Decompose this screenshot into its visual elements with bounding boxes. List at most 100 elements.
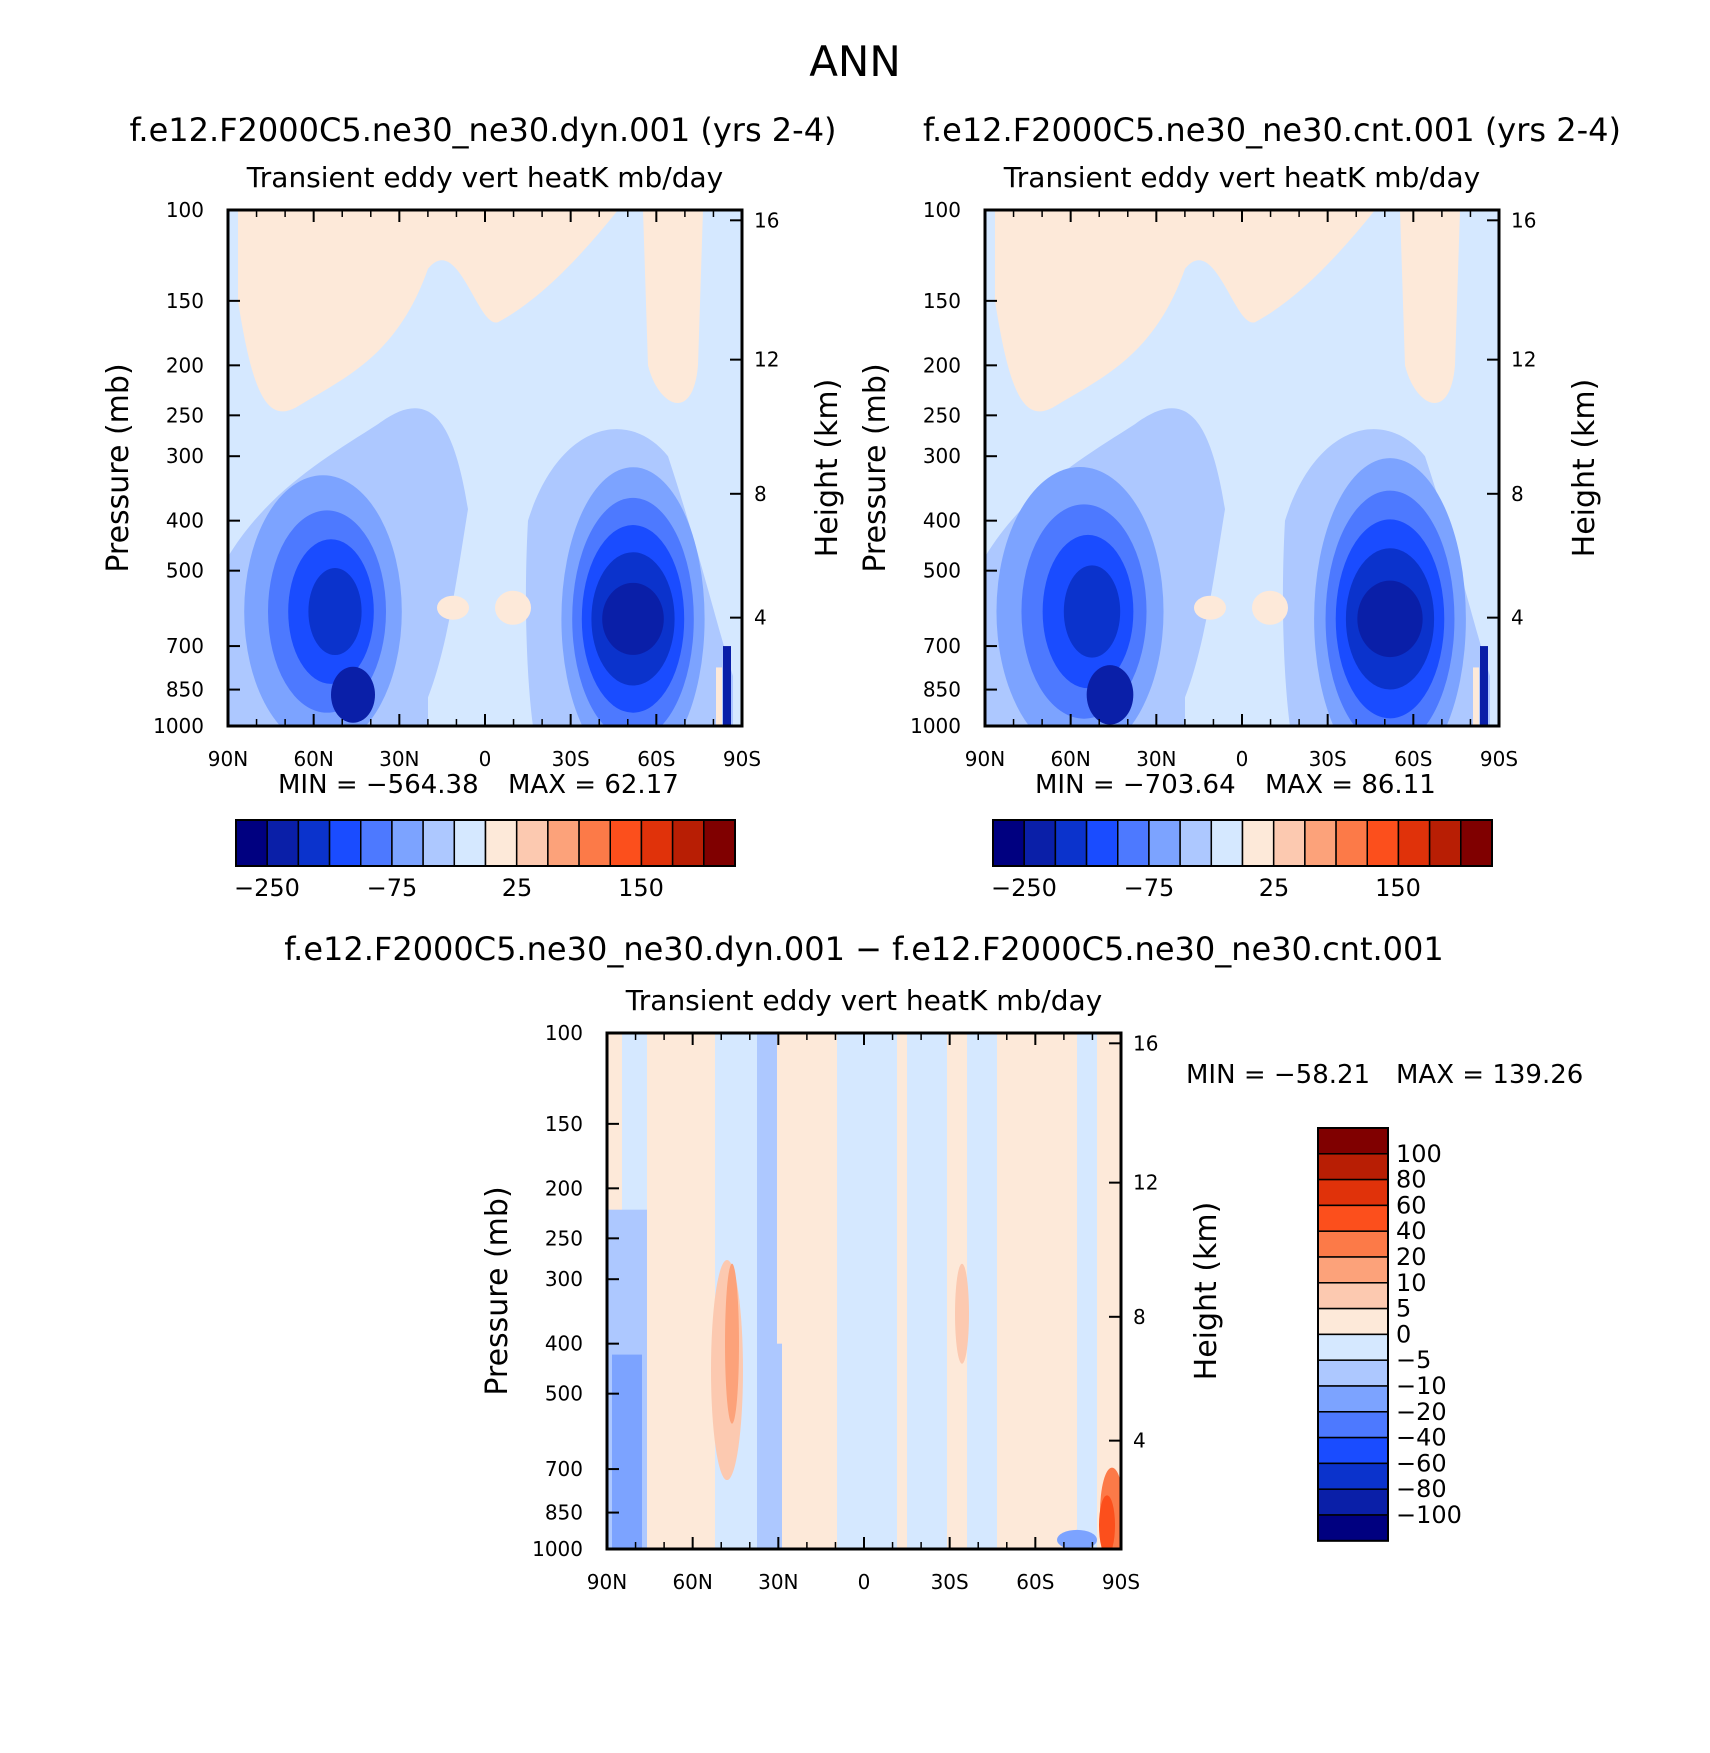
negative-core [602, 582, 664, 655]
y-tick-label: 200 [166, 353, 204, 377]
y-tick-label: 1000 [910, 714, 961, 738]
colorbar-box [484, 819, 518, 867]
height-tick-label: 16 [1133, 1031, 1158, 1055]
colorbar-box [360, 819, 393, 867]
colorbar-box [1428, 819, 1462, 867]
y-tick-label: 100 [545, 1021, 583, 1045]
colorbar-box [1317, 1333, 1389, 1361]
height-tick-label: 16 [1511, 208, 1536, 232]
y-tick-label: 250 [166, 403, 204, 427]
colorbar-box [235, 819, 268, 867]
y-axis-label: Pressure (mb) [480, 1186, 515, 1395]
diff-positive [1099, 1495, 1115, 1549]
colorbar-label: −40 [1396, 1424, 1447, 1452]
colorbar-box [1179, 819, 1213, 867]
min-label: MIN = −564.38 [278, 770, 479, 800]
colorbar-box [1304, 819, 1337, 867]
x-tick-label: 90N [208, 747, 248, 771]
polar-positive [716, 667, 722, 726]
colorbar-box [1317, 1178, 1389, 1207]
colorbar-box [1317, 1385, 1389, 1413]
colorbar-label: 60 [1396, 1191, 1427, 1219]
x-tick-label: 90N [587, 1570, 627, 1594]
colorbar-label: 150 [618, 874, 664, 902]
diff-positive [955, 1263, 969, 1364]
diff-band [612, 1354, 642, 1549]
colorbar-label: −5 [1396, 1346, 1431, 1374]
colorbar-label: −60 [1396, 1449, 1447, 1477]
plot-subtitle: Transient eddy vert heatK mb/day [1003, 161, 1480, 194]
negative-core [1063, 565, 1121, 658]
y-tick-label: 400 [166, 509, 204, 533]
case-title-dyn: f.e12.F2000C5.ne30_ne30.dyn.001 (yrs 2-4… [129, 111, 836, 149]
positive-region [995, 210, 1375, 412]
positive-blob [495, 590, 531, 625]
x-tick-label: 30N [1136, 747, 1176, 771]
positive-blob [1194, 595, 1226, 620]
plot-subtitle: Transient eddy vert heatK mb/day [246, 161, 723, 194]
diff-negative [1057, 1529, 1097, 1549]
y-tick-label: 100 [923, 198, 961, 222]
colorbar-label: 25 [1259, 874, 1290, 902]
colorbar-box [1054, 819, 1088, 867]
colorbar-box [671, 819, 705, 867]
colorbar-box [992, 819, 1025, 867]
y-tick-label: 1000 [532, 1537, 583, 1561]
x-tick-label: 60N [293, 747, 333, 771]
colorbar-box [547, 819, 580, 867]
colorbar-box [1272, 819, 1306, 867]
diff-band [967, 1033, 997, 1549]
diff-band [837, 1033, 897, 1549]
plot-subtitle: Transient eddy vert heatK mb/day [625, 984, 1102, 1017]
x-tick-label: 30S [931, 1570, 969, 1594]
y-axis-label: Pressure (mb) [101, 363, 136, 572]
positive-region [238, 210, 618, 412]
colorbar-box [1366, 819, 1400, 867]
colorbar-box [1317, 1359, 1389, 1387]
y-tick-label: 400 [545, 1332, 583, 1356]
polar-positive [1473, 667, 1479, 726]
y-tick-label: 500 [923, 559, 961, 583]
y-tick-label: 400 [923, 509, 961, 533]
colorbar-box [578, 819, 611, 867]
colorbar-frame [1317, 1127, 1389, 1542]
colorbar-frame [235, 819, 736, 867]
y-tick-label: 100 [166, 198, 204, 222]
colorbar-box [1317, 1488, 1389, 1516]
x-tick-label: 90S [723, 747, 761, 771]
x-tick-label: 90S [1102, 1570, 1140, 1594]
max-label: MAX = 139.26 [1396, 1060, 1583, 1090]
y-tick-label: 850 [166, 678, 204, 702]
colorbar-label: 100 [1396, 1140, 1442, 1168]
y-tick-label: 300 [545, 1267, 583, 1291]
height-tick-label: 12 [1133, 1171, 1158, 1195]
height-axis-label: Height (km) [1189, 1202, 1224, 1381]
colorbar-box [422, 819, 456, 867]
polar-negative [1480, 646, 1488, 726]
y-tick-label: 700 [923, 634, 961, 658]
y-tick-label: 850 [923, 678, 961, 702]
colorbar-box [1335, 819, 1368, 867]
x-tick-label: 60S [1394, 747, 1432, 771]
y-tick-label: 150 [545, 1112, 583, 1136]
colorbar-box [1317, 1436, 1389, 1465]
contour-field [985, 210, 1490, 726]
case-title-cnt: f.e12.F2000C5.ne30_ne30.cnt.001 (yrs 2-4… [923, 111, 1621, 149]
colorbar-label: −250 [991, 874, 1057, 902]
x-tick-label: 60S [637, 747, 675, 771]
y-tick-label: 500 [545, 1382, 583, 1406]
x-tick-label: 90N [965, 747, 1005, 771]
positive-region [1400, 210, 1460, 403]
colorbar-box [1460, 819, 1493, 867]
colorbar-box [1317, 1256, 1389, 1284]
y-tick-label: 1000 [153, 714, 204, 738]
colorbar-label: −100 [1396, 1501, 1462, 1529]
x-tick-label: 60S [1016, 1570, 1054, 1594]
y-tick-label: 200 [923, 353, 961, 377]
x-tick-label: 0 [479, 747, 492, 771]
colorbar-box [703, 819, 736, 867]
y-tick-label: 150 [166, 289, 204, 313]
height-tick-label: 8 [1511, 482, 1524, 506]
colorbar-box [1317, 1411, 1389, 1439]
